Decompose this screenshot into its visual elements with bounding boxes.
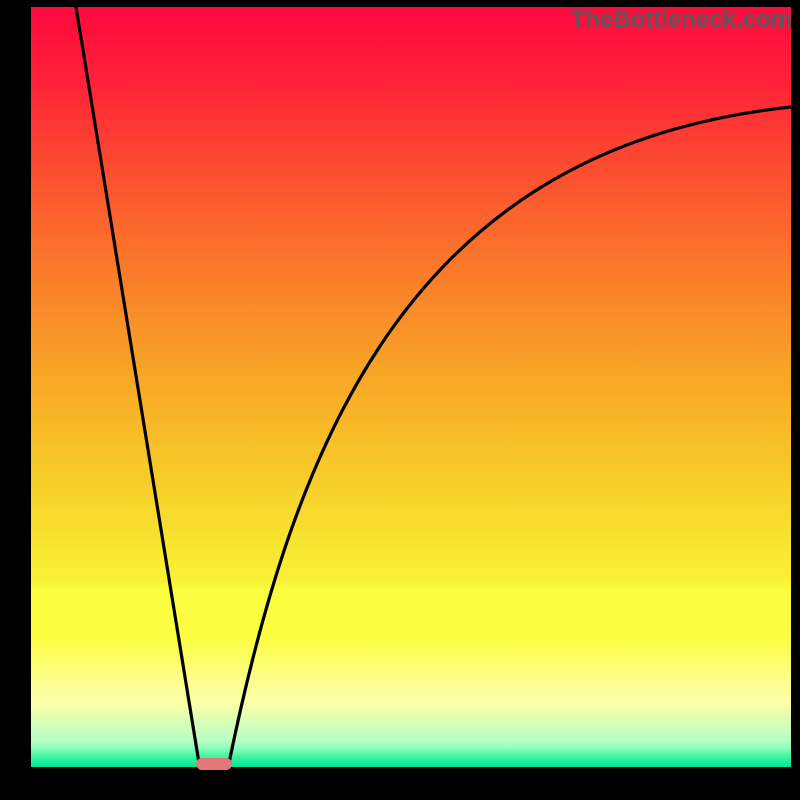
- watermark-text: TheBottleneck.com: [571, 6, 792, 34]
- curve-svg: [31, 7, 791, 767]
- chart-canvas: TheBottleneck.com: [0, 0, 800, 800]
- plot-area: [31, 7, 791, 767]
- bottleneck-curve: [76, 7, 791, 763]
- optimum-marker: [196, 758, 232, 770]
